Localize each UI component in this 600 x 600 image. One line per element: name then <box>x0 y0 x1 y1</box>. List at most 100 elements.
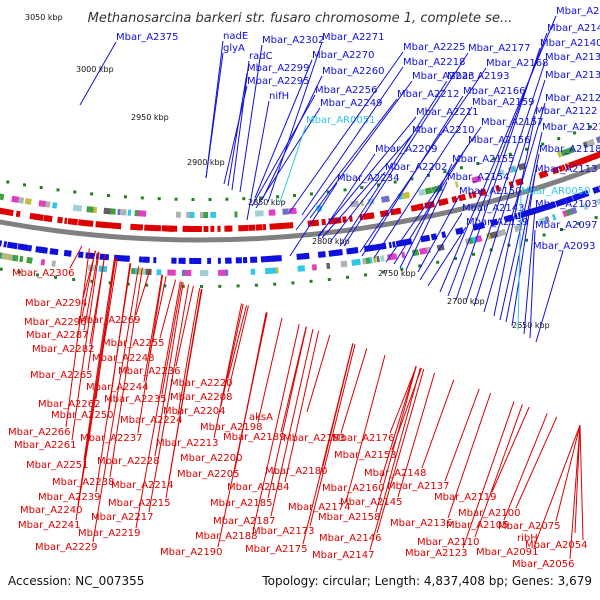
reverse-gene-label[interactable]: Mbar_A2282 <box>32 344 95 355</box>
reverse-gene-label[interactable]: Mbar_A2287 <box>26 330 89 341</box>
forward-gene-label[interactable]: Mbar_A2299 <box>247 63 310 74</box>
reverse-gene-label[interactable]: Mbar_A2185 <box>210 498 273 509</box>
reverse-gene-label[interactable]: Mbar_A2213 <box>156 438 219 449</box>
reverse-gene-label[interactable]: Mbar_A2188 <box>195 531 258 542</box>
reverse-gene-label[interactable]: Mbar_A2244 <box>86 382 149 393</box>
forward-gene-label[interactable]: Mbar_A2270 <box>312 50 375 61</box>
reverse-gene-label[interactable]: Mbar_A2208 <box>170 392 233 403</box>
forward-gene-label[interactable]: Mbar_A2177 <box>468 43 531 54</box>
forward-gene-label[interactable]: Mbar_A2256 <box>315 85 378 96</box>
reverse-gene-label[interactable]: Mbar_A2187 <box>213 516 276 527</box>
reverse-gene-label[interactable]: Mbar_A2075 <box>498 521 561 532</box>
reverse-gene-label[interactable]: Mbar_A2215 <box>108 498 171 509</box>
reverse-gene-label[interactable]: Mbar_A2220 <box>170 378 233 389</box>
reverse-gene-label[interactable]: Mbar_A2265 <box>30 370 93 381</box>
reverse-gene-label[interactable]: Mbar_A2296 <box>24 317 87 328</box>
forward-gene-label[interactable]: Mbar_AR0051 <box>306 115 375 126</box>
reverse-gene-label[interactable]: Mbar_A2173 <box>252 526 315 537</box>
reverse-gene-label[interactable]: Mbar_A2137 <box>387 481 450 492</box>
forward-gene-label[interactable]: Mbar_A2139 <box>466 217 529 228</box>
forward-gene-label[interactable]: Mbar_A2166 <box>463 86 526 97</box>
reverse-gene-label[interactable]: Mbar_A2214 <box>111 480 174 491</box>
reverse-gene-label[interactable]: Mbar_A2238 <box>52 477 115 488</box>
reverse-gene-label[interactable]: Mbar_A2266 <box>8 427 71 438</box>
forward-gene-label[interactable]: Mbar_A2271 <box>322 32 385 43</box>
reverse-gene-label[interactable]: Mbar_A2190 <box>160 547 223 558</box>
forward-gene-label[interactable]: Mbar_A2260 <box>322 66 385 77</box>
reverse-gene-label[interactable]: Mbar_A2255 <box>102 338 165 349</box>
forward-gene-label[interactable]: Mbar_A2103 <box>535 199 598 210</box>
forward-gene-label[interactable]: Mbar_A2143 <box>462 203 525 214</box>
reverse-gene-label[interactable]: Mbar_A2175 <box>245 544 308 555</box>
forward-gene-label[interactable]: Mbar_AR0050 <box>521 186 590 197</box>
forward-gene-label[interactable]: nifH <box>269 91 289 102</box>
reverse-gene-label[interactable]: Mbar_A2174 <box>288 502 351 513</box>
reverse-gene-label[interactable]: ribH <box>517 533 538 544</box>
reverse-gene-label[interactable]: Mbar_A2100 <box>458 508 521 519</box>
forward-gene-label[interactable]: Mbar_A2131 <box>545 70 600 81</box>
forward-gene-label[interactable]: Mbar_A2156 <box>468 135 531 146</box>
forward-gene-label[interactable]: Mbar_A2212 <box>397 89 460 100</box>
reverse-gene-label[interactable]: Mbar_A2119 <box>434 492 497 503</box>
reverse-gene-label[interactable]: Mbar_A2147 <box>312 550 375 561</box>
reverse-gene-label[interactable]: Mbar_A2091 <box>476 547 539 558</box>
reverse-gene-label[interactable]: Mbar_A2294 <box>25 298 88 309</box>
reverse-gene-label[interactable]: Mbar_A2056 <box>512 559 575 570</box>
forward-gene-label[interactable]: Mbar_A2249 <box>320 98 383 109</box>
forward-gene-label[interactable]: Mbar_A2122 <box>535 106 598 117</box>
reverse-gene-label[interactable]: Mbar_A2136 <box>390 518 453 529</box>
forward-gene-label[interactable]: Mbar_A2133 <box>545 52 600 63</box>
forward-gene-label[interactable]: Mbar_A2113 <box>535 164 598 175</box>
reverse-gene-label[interactable]: Mbar_A2054 <box>525 540 588 551</box>
forward-gene-label[interactable]: glyA <box>223 43 245 54</box>
reverse-gene-label[interactable]: Mbar_A2250 <box>51 410 114 421</box>
forward-gene-label[interactable]: nadE <box>223 31 248 42</box>
forward-gene-label[interactable]: Mbar_A2097 <box>535 220 598 231</box>
forward-gene-label[interactable]: Mbar_A2157 <box>481 117 544 128</box>
forward-gene-label[interactable]: Mbar_A2093 <box>533 241 596 252</box>
reverse-gene-label[interactable]: Mbar_A2236 <box>118 366 181 377</box>
reverse-gene-label[interactable]: Mbar_A2205 <box>177 469 240 480</box>
reverse-gene-label[interactable]: Mbar_A2235 <box>104 394 167 405</box>
forward-gene-label[interactable]: Mbar_A2375 <box>116 32 179 43</box>
reverse-gene-label[interactable]: Mbar_A2241 <box>18 520 81 531</box>
reverse-gene-label[interactable]: Mbar_A2251 <box>26 460 89 471</box>
forward-gene-label[interactable]: radC <box>249 51 273 62</box>
forward-gene-label[interactable]: Mbar_A2223 <box>412 71 475 82</box>
reverse-gene-label[interactable]: Mbar_A2240 <box>20 505 83 516</box>
forward-gene-label[interactable]: Mbar_A2140 <box>540 38 600 49</box>
reverse-gene-label[interactable]: Mbar_A2237 <box>80 433 143 444</box>
forward-gene-label[interactable]: Mbar_A2159 <box>472 97 535 108</box>
reverse-gene-label[interactable]: Mbar_A2189 <box>223 432 286 443</box>
reverse-gene-label[interactable]: Mbar_A2145 <box>340 497 403 508</box>
reverse-gene-label[interactable]: Mbar_A2105 <box>446 520 509 531</box>
reverse-gene-label[interactable]: Mbar_A2153 <box>334 450 397 461</box>
reverse-gene-label[interactable]: Mbar_A2204 <box>163 406 226 417</box>
reverse-gene-label[interactable]: Mbar_A2200 <box>180 453 243 464</box>
reverse-gene-label[interactable]: Mbar_A2219 <box>78 528 141 539</box>
forward-gene-label[interactable]: Mbar_A2168 <box>486 58 549 69</box>
forward-gene-label[interactable]: Mbar_A2155 <box>452 154 515 165</box>
forward-gene-label[interactable]: Mbar_A2193 <box>447 71 510 82</box>
forward-gene-label[interactable]: Mbar_A2218 <box>403 57 466 68</box>
reverse-gene-label[interactable]: Mbar_A2146 <box>319 533 382 544</box>
forward-gene-label[interactable]: Mbar_A2234 <box>337 173 400 184</box>
forward-gene-label[interactable]: Mbar_A2302 <box>262 35 325 46</box>
forward-gene-label[interactable]: Mbar_A2121 <box>542 122 600 133</box>
reverse-gene-label[interactable]: Mbar_A2148 <box>364 468 427 479</box>
reverse-gene-label[interactable]: Mbar_A2269 <box>78 315 141 326</box>
reverse-gene-label[interactable]: Mbar_A2198 <box>200 422 263 433</box>
reverse-gene-label[interactable]: Mbar_A2123 <box>405 548 468 559</box>
reverse-gene-label[interactable]: Mbar_A2217 <box>91 512 154 523</box>
forward-gene-label[interactable]: Mbar_A2150 <box>459 186 522 197</box>
reverse-gene-label[interactable]: Mbar_A2229 <box>35 542 98 553</box>
reverse-gene-label[interactable]: Mbar_A2160 <box>322 483 385 494</box>
forward-gene-label[interactable]: Mbar_A2144 <box>556 6 600 17</box>
reverse-gene-label[interactable]: Mbar_A2184 <box>227 482 290 493</box>
forward-gene-label[interactable]: Mbar_A2118 <box>539 144 600 155</box>
reverse-gene-label[interactable]: Mbar_A2261 <box>14 440 77 451</box>
reverse-gene-label[interactable]: Mbar_A2224 <box>120 415 183 426</box>
reverse-gene-label[interactable]: Mbar_A2180 <box>265 466 328 477</box>
reverse-gene-label[interactable]: aksA <box>249 412 273 423</box>
reverse-gene-label[interactable]: Mbar_A2306 <box>12 268 75 279</box>
